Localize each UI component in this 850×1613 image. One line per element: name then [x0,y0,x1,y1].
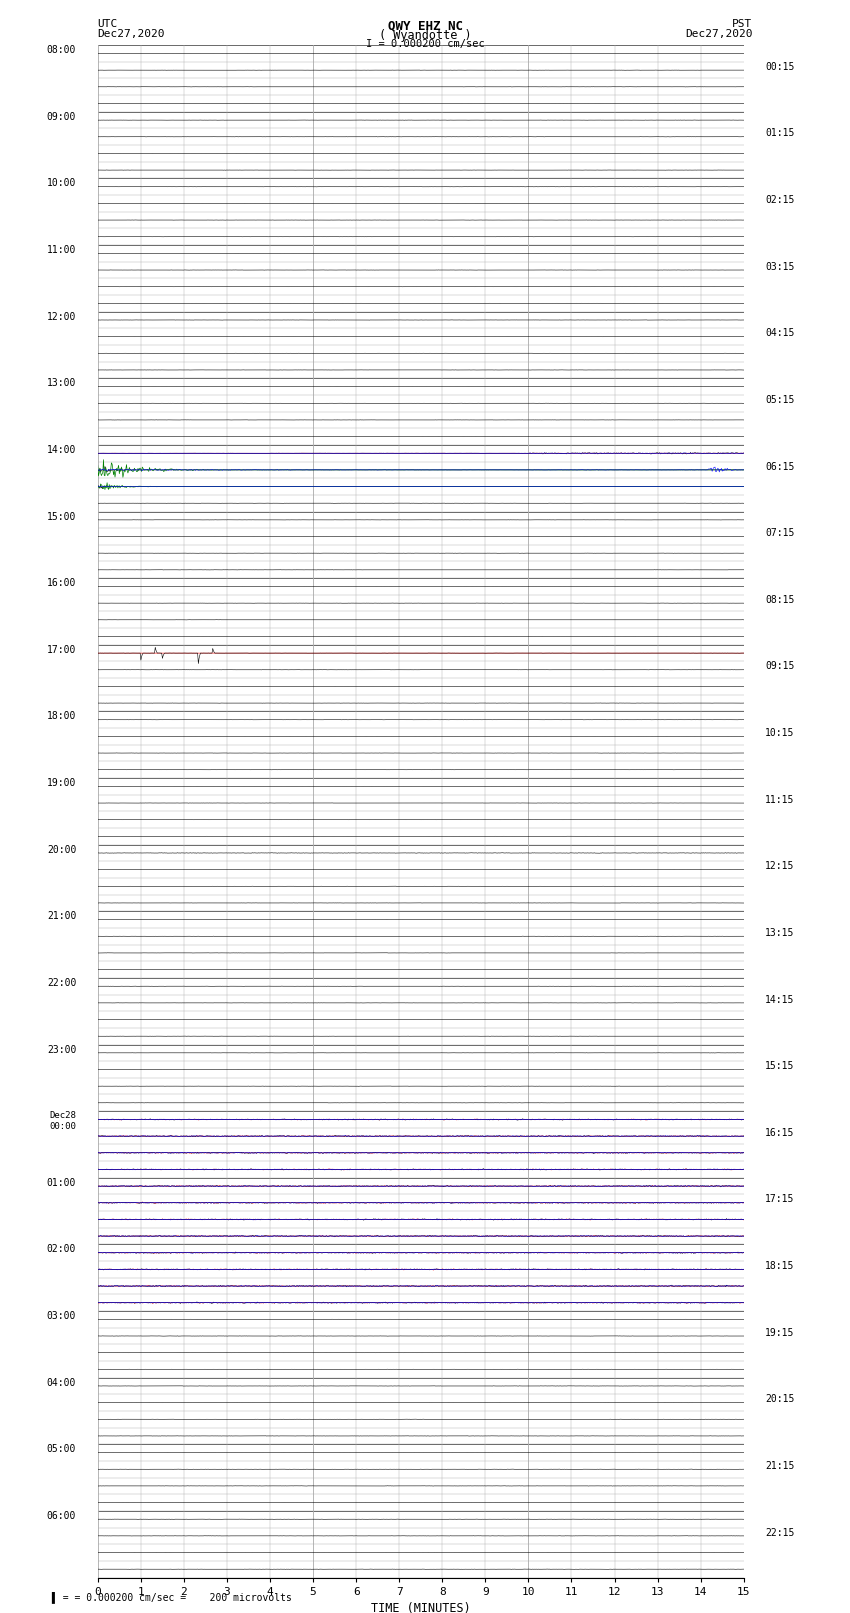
Text: 00:15: 00:15 [765,61,795,73]
Text: QWY EHZ NC: QWY EHZ NC [388,19,462,32]
Text: 09:00: 09:00 [47,111,76,123]
Text: 01:15: 01:15 [765,129,795,139]
Text: 17:15: 17:15 [765,1194,795,1205]
Text: Dec27,2020: Dec27,2020 [685,29,752,39]
Text: 11:15: 11:15 [765,795,795,805]
Text: PST: PST [732,19,752,29]
Text: 12:15: 12:15 [765,861,795,871]
Text: 21:00: 21:00 [47,911,76,921]
Text: 07:15: 07:15 [765,527,795,539]
Text: 21:15: 21:15 [765,1461,795,1471]
Text: 13:15: 13:15 [765,927,795,937]
Text: 11:00: 11:00 [47,245,76,255]
Text: 15:00: 15:00 [47,511,76,521]
Text: 05:00: 05:00 [47,1444,76,1455]
Text: 03:15: 03:15 [765,261,795,271]
Text: 10:00: 10:00 [47,179,76,189]
Text: 22:00: 22:00 [47,977,76,987]
Text: 06:15: 06:15 [765,461,795,471]
Text: 17:00: 17:00 [47,645,76,655]
Text: 20:00: 20:00 [47,845,76,855]
Text: 16:00: 16:00 [47,577,76,589]
Text: 02:00: 02:00 [47,1244,76,1255]
X-axis label: TIME (MINUTES): TIME (MINUTES) [371,1602,471,1613]
Text: 02:15: 02:15 [765,195,795,205]
Text: 04:15: 04:15 [765,329,795,339]
Text: Dec28
00:00: Dec28 00:00 [49,1111,76,1131]
Text: 18:15: 18:15 [765,1261,795,1271]
Text: 15:15: 15:15 [765,1061,795,1071]
Text: 23:00: 23:00 [47,1045,76,1055]
Text: 03:00: 03:00 [47,1311,76,1321]
Text: 08:15: 08:15 [765,595,795,605]
Text: 16:15: 16:15 [765,1127,795,1137]
Text: UTC: UTC [98,19,118,29]
Text: 01:00: 01:00 [47,1177,76,1187]
Text: 19:15: 19:15 [765,1327,795,1337]
Text: ▌ = = 0.000200 cm/sec =    200 microvolts: ▌ = = 0.000200 cm/sec = 200 microvolts [51,1592,292,1603]
Text: 14:15: 14:15 [765,995,795,1005]
Text: 19:00: 19:00 [47,777,76,789]
Text: 13:00: 13:00 [47,379,76,389]
Text: 12:00: 12:00 [47,311,76,321]
Text: 05:15: 05:15 [765,395,795,405]
Text: 14:00: 14:00 [47,445,76,455]
Text: 10:15: 10:15 [765,727,795,739]
Text: I = 0.000200 cm/sec: I = 0.000200 cm/sec [366,39,484,48]
Text: 20:15: 20:15 [765,1394,795,1405]
Text: Dec27,2020: Dec27,2020 [98,29,165,39]
Text: 09:15: 09:15 [765,661,795,671]
Text: 06:00: 06:00 [47,1511,76,1521]
Text: 18:00: 18:00 [47,711,76,721]
Text: 04:00: 04:00 [47,1378,76,1387]
Text: ( Wyandotte ): ( Wyandotte ) [379,29,471,42]
Text: 08:00: 08:00 [47,45,76,55]
Text: 22:15: 22:15 [765,1528,795,1537]
